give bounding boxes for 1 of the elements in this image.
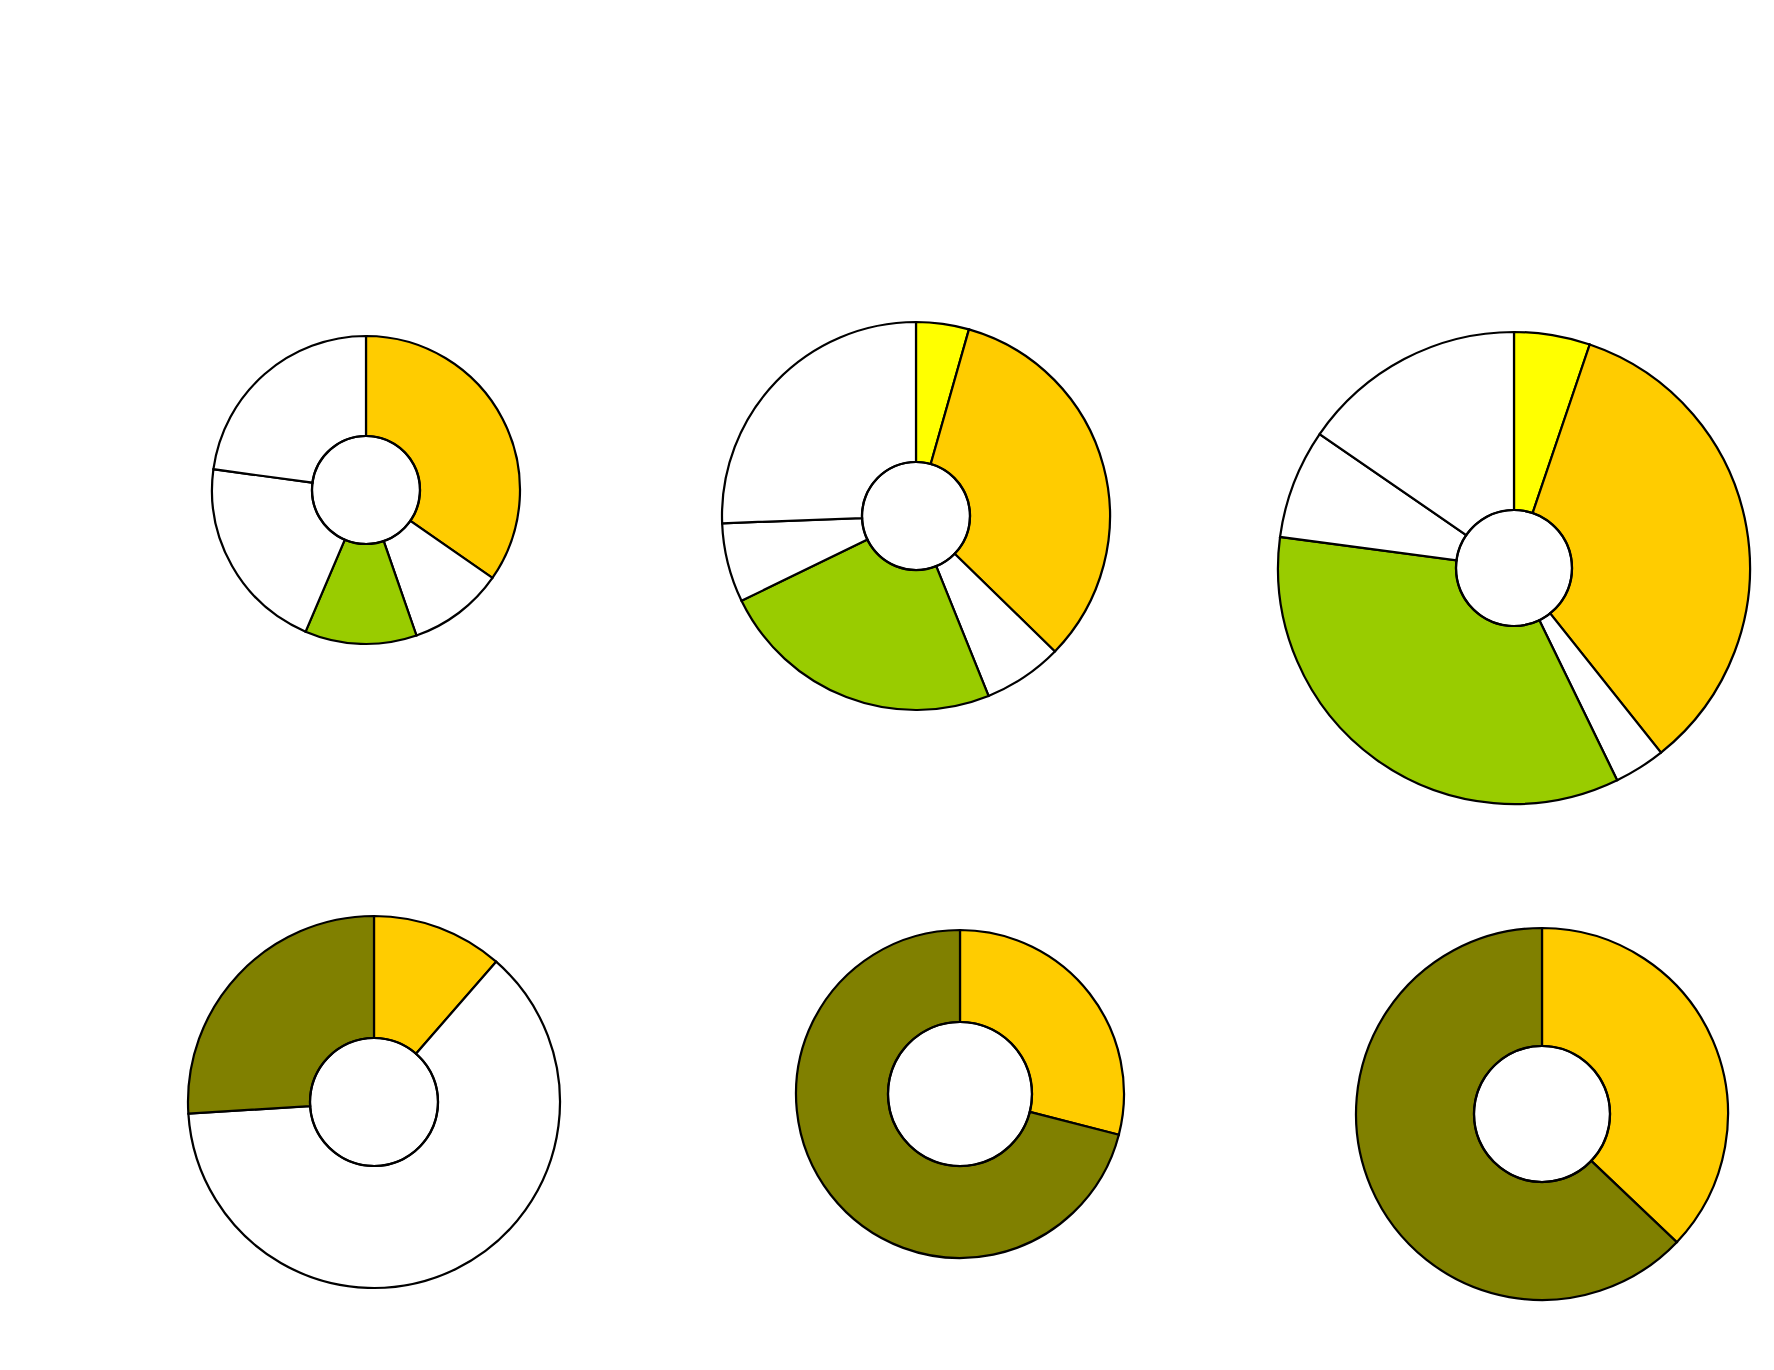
donut-slice bbox=[794, 928, 1120, 1260]
